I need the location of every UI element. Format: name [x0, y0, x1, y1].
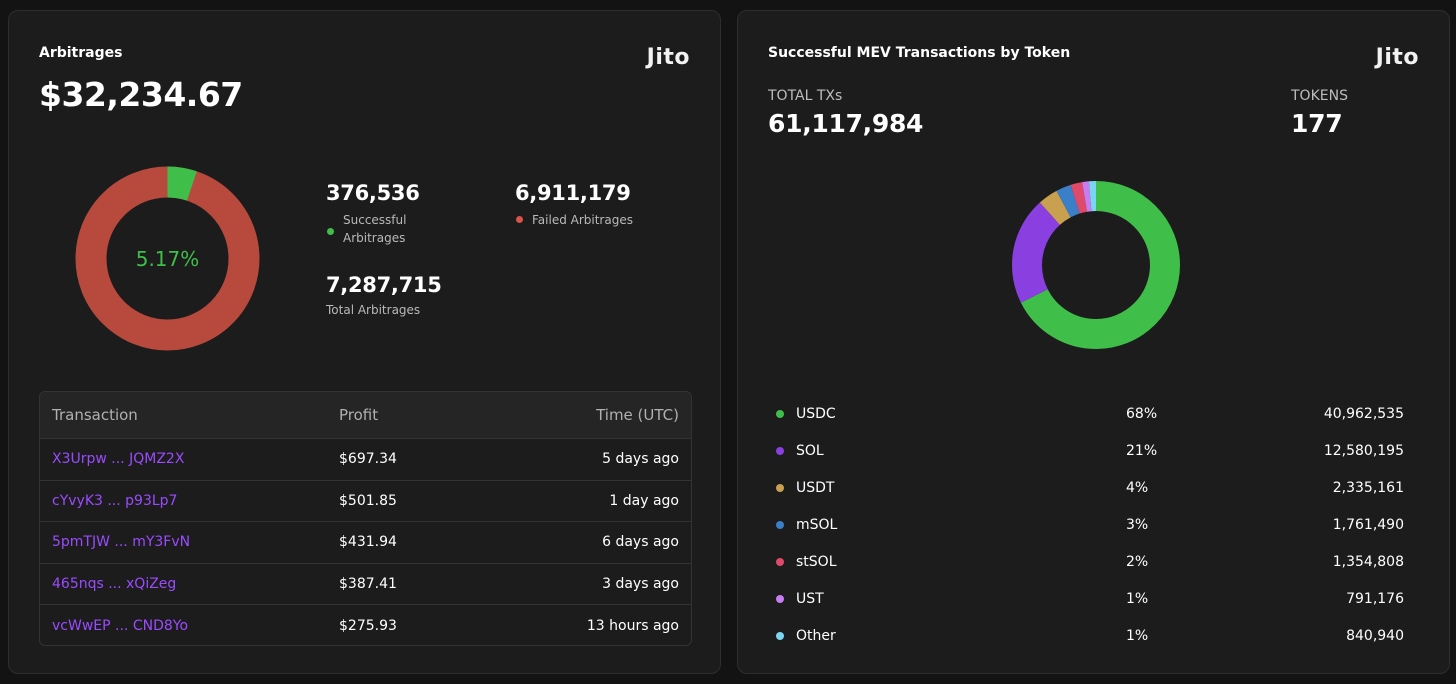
successful-arbitrages-stat: 376,536 Successful Arbitrages: [326, 181, 420, 247]
time-cell: 5 days ago: [602, 451, 679, 468]
table-row: cYvyK3 ... p93Lp7 $501.85 1 day ago: [40, 481, 691, 522]
total-arbitrages-value: 7,287,715: [326, 273, 442, 297]
legend-token: stSOL: [796, 553, 837, 570]
legend-percent: 21%: [1126, 442, 1158, 459]
arbitrages-title: Arbitrages: [39, 45, 123, 61]
legend-percent: 68%: [1126, 405, 1158, 422]
donut-slice-sol[interactable]: [1012, 181, 1180, 349]
tokens-value: 177: [1291, 109, 1343, 138]
ust-dot-icon: [776, 594, 784, 603]
successful-label-line1: Successful: [343, 213, 407, 227]
table-row: vcWwEP ... CND8Yo $275.93 13 hours ago: [40, 605, 691, 645]
successful-label-line2: Arbitrages: [343, 231, 406, 245]
legend-row-other: Other 1% 840,940: [776, 617, 1404, 654]
legend-percent: 4%: [1126, 479, 1149, 496]
legend-token: Other: [796, 627, 836, 644]
legend-percent: 2%: [1126, 553, 1149, 570]
total-arbitrages-label: Total Arbitrages: [326, 303, 421, 317]
legend-token: UST: [796, 590, 824, 607]
failed-arbitrages-value: 6,911,179: [515, 181, 631, 205]
legend-count: 1,354,808: [1332, 553, 1404, 570]
profit-cell: $501.85: [339, 492, 397, 509]
failed-label: Failed Arbitrages: [532, 213, 633, 227]
legend-token: mSOL: [796, 516, 838, 533]
usdt-dot-icon: [776, 483, 784, 492]
legend-row-sol: SOL 21% 12,580,195: [776, 432, 1404, 469]
jito-logo: Jito: [1375, 45, 1419, 70]
legend-count: 791,176: [1346, 590, 1404, 607]
profit-cell: $431.94: [339, 534, 397, 551]
token-legend: USDC 68% 40,962,535 SOL 21% 12,580,195 U…: [776, 395, 1404, 654]
failed-arbitrages-stat: 6,911,179 Failed Arbitrages: [515, 181, 633, 229]
legend-percent: 3%: [1126, 516, 1149, 533]
profit-cell: $275.93: [339, 617, 397, 634]
legend-row-usdt: USDT 4% 2,335,161: [776, 469, 1404, 506]
transaction-link[interactable]: vcWwEP ... CND8Yo: [52, 617, 189, 634]
legend-percent: 1%: [1126, 627, 1149, 644]
time-cell: 1 day ago: [609, 492, 679, 509]
sol-dot-icon: [776, 446, 784, 455]
table-header: Transaction Profit Time (UTC): [40, 392, 691, 439]
token-donut-chart: [1012, 181, 1180, 349]
transaction-link[interactable]: 5pmTJW ... mY3FvN: [52, 534, 191, 551]
legend-row-usdc: USDC 68% 40,962,535: [776, 395, 1404, 432]
arbitrage-donut-chart: 5.17%: [75, 166, 260, 351]
legend-percent: 1%: [1126, 590, 1149, 607]
legend-count: 40,962,535: [1323, 405, 1404, 422]
time-cell: 6 days ago: [602, 534, 679, 551]
table-row: 5pmTJW ... mY3FvN $431.94 6 days ago: [40, 522, 691, 564]
profit-cell: $697.34: [339, 451, 397, 468]
transaction-link[interactable]: cYvyK3 ... p93Lp7: [52, 492, 178, 509]
header-profit[interactable]: Profit: [339, 406, 379, 424]
mev-title: Successful MEV Transactions by Token: [768, 45, 1071, 61]
jito-logo: Jito: [646, 45, 690, 70]
msol-dot-icon: [776, 520, 784, 529]
usdc-dot-icon: [776, 409, 784, 418]
mev-by-token-card: Successful MEV Transactions by Token Jit…: [737, 10, 1450, 674]
legend-token: USDC: [796, 405, 836, 422]
legend-row-msol: mSOL 3% 1,761,490: [776, 506, 1404, 543]
time-cell: 3 days ago: [602, 575, 679, 592]
time-cell: 13 hours ago: [586, 617, 679, 634]
table-row: X3Urpw ... JQMZ2X $697.34 5 days ago: [40, 439, 691, 481]
successful-arbitrage-arc: [75, 166, 260, 351]
transaction-link[interactable]: X3Urpw ... JQMZ2X: [52, 451, 185, 468]
arbitrages-card: Arbitrages Jito $32,234.67 5.17% 376,536…: [8, 10, 721, 674]
arbitrage-total-amount: $32,234.67: [39, 75, 243, 114]
stsol-dot-icon: [776, 557, 784, 566]
profit-cell: $387.41: [339, 575, 397, 592]
total-txs-label: TOTAL TXs: [768, 88, 843, 104]
total-txs-value: 61,117,984: [768, 109, 924, 138]
header-time[interactable]: Time (UTC): [596, 406, 679, 424]
donut-slice-other[interactable]: [1012, 181, 1180, 349]
header-transaction[interactable]: Transaction: [52, 406, 138, 424]
transaction-link[interactable]: 465nqs ... xQiZeg: [52, 575, 177, 592]
total-arbitrages-stat: 7,287,715 Total Arbitrages: [326, 273, 442, 319]
legend-count: 12,580,195: [1323, 442, 1404, 459]
successful-arbitrages-value: 376,536: [326, 181, 420, 205]
legend-row-stsol: stSOL 2% 1,354,808: [776, 543, 1404, 580]
other-dot-icon: [776, 631, 784, 640]
successful-dot-icon: [327, 228, 334, 235]
tokens-label: TOKENS: [1291, 88, 1348, 104]
success-rate-label: 5.17%: [135, 246, 200, 271]
legend-count: 840,940: [1346, 627, 1404, 644]
legend-row-ust: UST 1% 791,176: [776, 580, 1404, 617]
legend-count: 2,335,161: [1332, 479, 1404, 496]
failed-dot-icon: [516, 216, 523, 223]
legend-count: 1,761,490: [1332, 516, 1404, 533]
legend-token: USDT: [796, 479, 835, 496]
table-row: 465nqs ... xQiZeg $387.41 3 days ago: [40, 564, 691, 605]
transactions-table: Transaction Profit Time (UTC) X3Urpw ...…: [39, 391, 692, 646]
legend-token: SOL: [796, 442, 824, 459]
